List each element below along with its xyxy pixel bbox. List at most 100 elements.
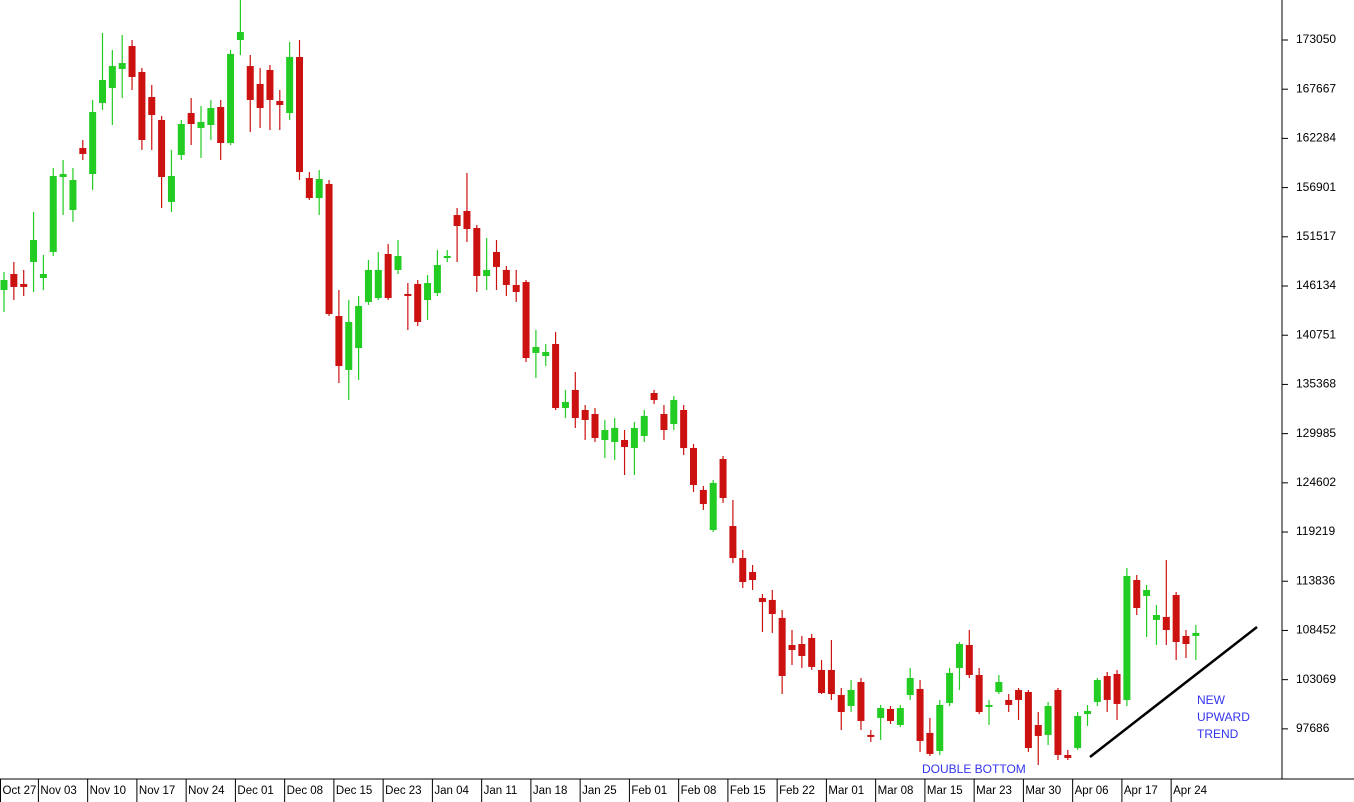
candle-body [877, 707, 885, 718]
candle-body [896, 707, 904, 725]
candle-body [571, 389, 579, 418]
candle-body [729, 525, 737, 558]
x-tick-label: Nov 24 [188, 785, 225, 797]
x-tick-label: Nov 03 [40, 785, 76, 797]
candle-body [680, 410, 688, 449]
candle-body [1024, 691, 1032, 749]
candle-body [946, 672, 954, 703]
candle-body [739, 557, 747, 583]
candle-body [453, 215, 461, 227]
candle-body [305, 178, 313, 199]
candle-body [177, 123, 185, 155]
candle-body [187, 113, 195, 124]
candle-body [975, 674, 983, 713]
candle-body [325, 183, 333, 315]
candle-body [778, 617, 786, 676]
candle-body [512, 284, 520, 292]
candle-body [99, 80, 106, 103]
y-tick-label: 97686 [1296, 721, 1330, 735]
candle-body [1074, 715, 1082, 749]
candle-body [926, 732, 934, 754]
candle-body [1084, 710, 1091, 715]
x-tick-label: Dec 01 [237, 785, 273, 797]
candle-body [749, 571, 757, 581]
candle-body [640, 415, 648, 436]
candle-body [227, 53, 235, 144]
candle-body [522, 282, 530, 358]
candle-body [217, 106, 225, 144]
x-tick-label: Jan 25 [582, 785, 617, 797]
candle-body [345, 321, 353, 370]
candle-body [30, 239, 38, 263]
candle-body [59, 173, 67, 178]
candle-body [1034, 724, 1042, 736]
candle-body [69, 180, 77, 211]
candle-body [808, 637, 816, 667]
y-tick-label: 156901 [1296, 180, 1336, 194]
candle-body [89, 112, 97, 174]
candle-body [601, 430, 609, 440]
candle-body [611, 428, 619, 442]
y-tick-label: 113836 [1296, 573, 1335, 587]
candle-body [916, 688, 924, 741]
candle-body [650, 392, 658, 401]
candle-body [1093, 680, 1101, 702]
candle-body [995, 682, 1003, 692]
y-tick-label: 167667 [1296, 81, 1336, 95]
y-tick-label: 119219 [1296, 524, 1335, 538]
candle-body [207, 107, 215, 125]
candle-body [49, 176, 57, 252]
y-tick-label: 129985 [1296, 426, 1336, 440]
candle-body [79, 148, 87, 154]
candle-body [433, 265, 441, 294]
candle-body [197, 121, 205, 129]
x-tick-label: Nov 17 [139, 785, 175, 797]
candle-body [1192, 632, 1200, 636]
x-tick-label: Nov 10 [90, 785, 126, 797]
candle-body [276, 100, 284, 105]
x-tick-label: Feb 08 [681, 785, 717, 797]
annotation: TREND [1197, 727, 1239, 741]
x-tick-label: Mar 15 [927, 785, 963, 797]
x-tick-label: Mar 30 [1025, 785, 1061, 797]
candle-body [699, 489, 707, 504]
y-tick-label: 146134 [1296, 278, 1336, 292]
candle-body [1152, 615, 1160, 620]
candle-body [818, 669, 826, 693]
candle-body [581, 410, 589, 420]
candle-body [1064, 754, 1072, 758]
candle-body [355, 305, 363, 349]
candle-body [867, 734, 875, 737]
candle-body [690, 448, 697, 485]
candle-body [118, 63, 126, 69]
candle-body [374, 269, 382, 299]
candle-body [719, 458, 727, 499]
candle-body [315, 179, 323, 199]
candle-body [1182, 635, 1190, 644]
candle-body [798, 643, 806, 656]
candle-body [552, 344, 560, 408]
annotation: UPWARD [1197, 710, 1250, 724]
candle-body [473, 228, 481, 276]
candle-body [1123, 575, 1131, 700]
x-tick-label: Apr 24 [1173, 785, 1207, 797]
candle-body [906, 678, 914, 696]
candle-body [463, 211, 471, 230]
candle-body [630, 428, 638, 449]
candle-body [158, 119, 166, 178]
candle-body [591, 414, 599, 438]
candle-body [837, 695, 845, 713]
x-tick-label: Feb 22 [779, 785, 815, 797]
candle-body [1133, 580, 1141, 608]
candle-body [394, 255, 402, 270]
x-tick-label: Apr 17 [1124, 785, 1158, 797]
candle-body [286, 56, 294, 114]
candle-body [384, 253, 392, 299]
candle-body [1162, 616, 1170, 631]
y-tick-label: 108452 [1296, 623, 1336, 637]
candle-body [857, 682, 865, 721]
x-tick-label: Feb 15 [730, 785, 766, 797]
annotation: NEW [1197, 693, 1226, 707]
candle-body [758, 598, 766, 602]
